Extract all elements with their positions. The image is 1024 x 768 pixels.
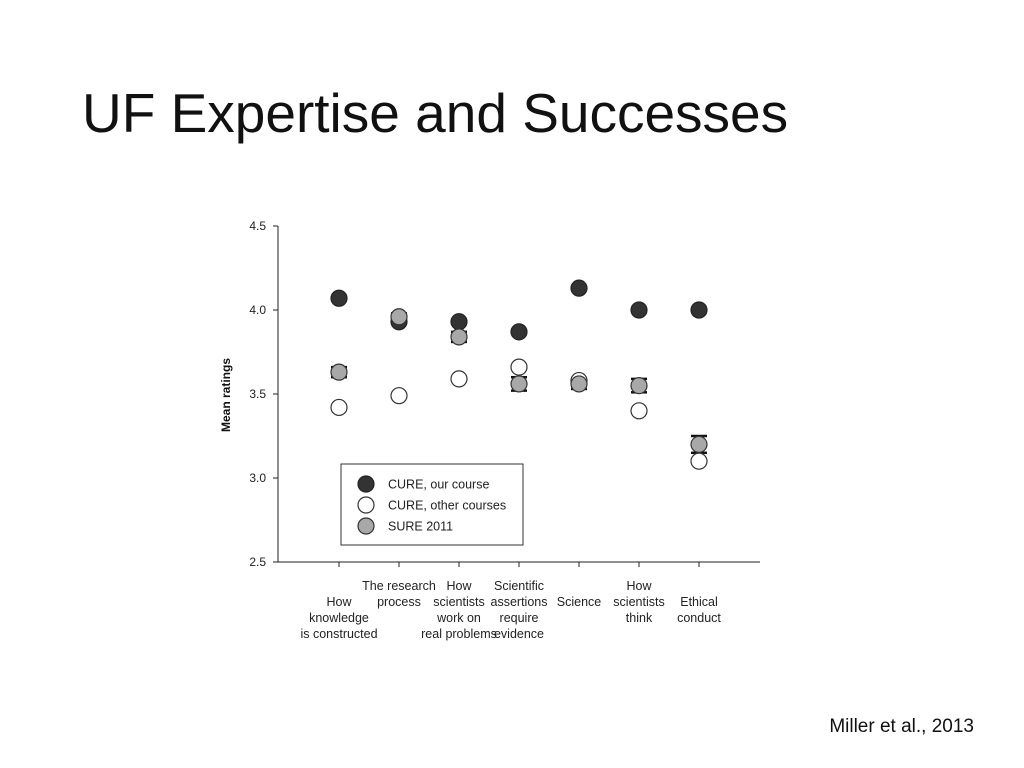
x-label-line: Science (557, 595, 602, 609)
x-category-label: How scientists think (613, 579, 664, 625)
data-point-sure-2011 (510, 375, 528, 393)
data-point-cure-our-course (330, 289, 348, 307)
data-point-cure-other-courses (330, 398, 348, 417)
data-points (330, 279, 708, 470)
data-point-sure-2011 (450, 328, 468, 346)
x-label-line: work on (436, 611, 481, 625)
chart-legend: CURE, our course CURE, other courses SURE … (340, 463, 524, 546)
data-point-sure-2011 (690, 435, 708, 453)
x-label-line: How (326, 595, 352, 609)
y-axis-label: Mean ratings (219, 358, 233, 432)
x-label-line: How (626, 579, 652, 593)
y-tick-label: 3.0 (249, 471, 266, 485)
x-label-line: Scientific (494, 579, 544, 593)
y-tick-labels: 4.5 4.0 3.5 3.0 2.5 (249, 219, 266, 569)
data-point-cure-our-course (570, 279, 588, 297)
x-label-line: process (377, 595, 421, 609)
x-category-label: How knowledge is constructed (300, 595, 377, 641)
data-point-cure-other-courses (450, 370, 468, 388)
data-point-cure-other-courses (630, 402, 648, 420)
y-tick-label: 4.0 (249, 303, 266, 317)
legend-label: SURE 2011 (388, 520, 453, 534)
data-point-sure-2011 (330, 363, 348, 381)
x-label-line: real problems (421, 627, 497, 641)
data-point-cure-our-course (450, 313, 468, 331)
slide-title: UF Expertise and Successes (82, 82, 789, 144)
legend-marker (357, 496, 375, 514)
x-label-line: Ethical (680, 595, 718, 609)
data-point-cure-our-course (630, 301, 648, 319)
x-category-label: Science (557, 595, 602, 609)
x-category-label: Ethical conduct (677, 595, 721, 625)
data-point-sure-2011 (390, 308, 408, 326)
chart-axes (273, 225, 760, 567)
x-label-line: How (446, 579, 472, 593)
legend-label: CURE, our course (388, 478, 489, 492)
x-category-label: The research process (362, 579, 436, 609)
x-label-line: scientists (433, 595, 484, 609)
data-point-cure-other-courses (390, 387, 408, 405)
x-label-line: The research (362, 579, 436, 593)
data-point-cure-other-courses (690, 452, 708, 470)
y-tick-label: 2.5 (249, 555, 266, 569)
y-tick-label: 4.5 (249, 219, 266, 233)
y-tick-label: 3.5 (249, 387, 266, 401)
x-label-line: require (500, 611, 539, 625)
legend-marker (357, 517, 375, 535)
x-category-labels: How knowledge is constructed The research pr… (300, 579, 721, 641)
citation: Miller et al., 2013 (829, 716, 974, 737)
x-category-label: How scientists work on real problems (421, 579, 497, 641)
x-label-line: knowledge (309, 611, 369, 625)
data-point-cure-our-course (690, 301, 708, 319)
data-point-cure-other-courses (510, 358, 528, 376)
x-label-line: think (626, 611, 653, 625)
data-point-sure-2011 (630, 377, 648, 395)
legend-marker (357, 475, 375, 493)
x-label-line: assertions (491, 595, 548, 609)
x-label-line: conduct (677, 611, 721, 625)
x-label-line: is constructed (300, 627, 377, 641)
x-label-line: evidence (494, 627, 544, 641)
legend-label: CURE, other courses (388, 499, 506, 513)
data-point-sure-2011 (570, 375, 588, 393)
data-point-cure-our-course (510, 323, 528, 341)
x-category-label: Scientific assertions require evidence (491, 579, 548, 641)
x-label-line: scientists (613, 595, 664, 609)
